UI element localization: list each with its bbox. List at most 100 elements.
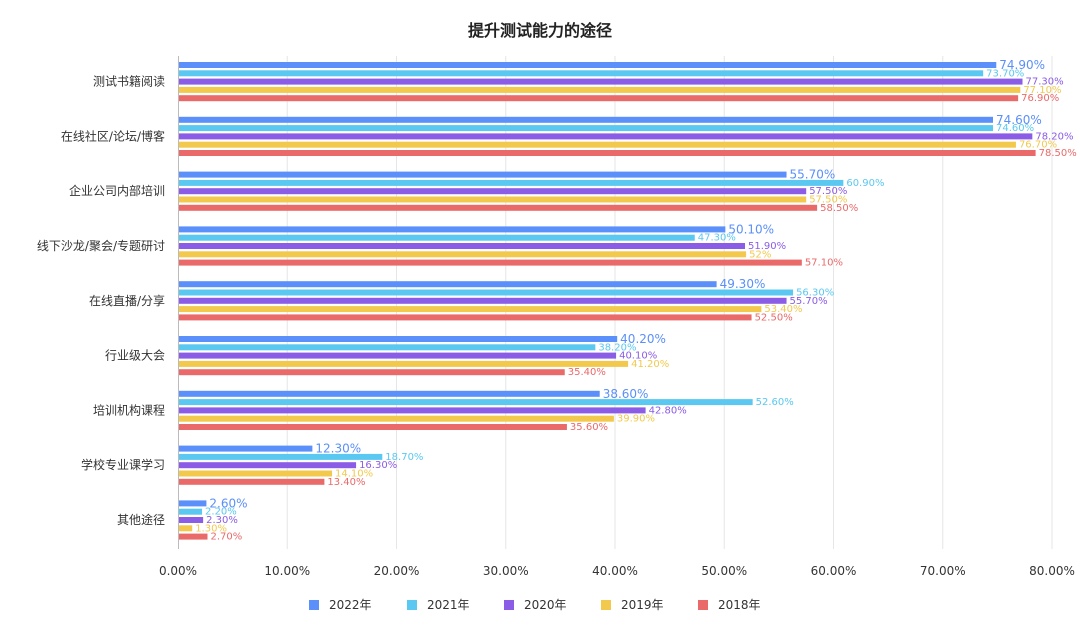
- data-label: 76.70%: [1019, 140, 1057, 151]
- legend: 2022年 2021年 2020年 2019年 2018年: [309, 598, 761, 612]
- data-label: 2.70%: [210, 532, 242, 543]
- data-label: 77.30%: [1026, 77, 1064, 88]
- x-tick-label: 40.00%: [592, 564, 638, 578]
- data-label: 74.60%: [996, 123, 1034, 134]
- data-label: 76.90%: [1021, 93, 1059, 104]
- data-label: 47.30%: [698, 233, 736, 244]
- bar: [178, 508, 203, 515]
- bar: [178, 251, 747, 258]
- data-label: 2.30%: [206, 515, 238, 526]
- x-tick-label: 30.00%: [483, 564, 529, 578]
- data-label: 55.70%: [790, 168, 836, 182]
- bar: [178, 525, 193, 532]
- data-label: 1.30%: [195, 523, 227, 534]
- data-label: 56.30%: [796, 288, 834, 299]
- data-label: 2.60%: [209, 496, 247, 510]
- data-label: 13.40%: [327, 477, 365, 488]
- data-label: 50.10%: [728, 222, 774, 236]
- x-tick-label: 80.00%: [1029, 564, 1075, 578]
- data-label: 42.80%: [649, 405, 687, 416]
- bar: [178, 517, 204, 523]
- data-label: 40.20%: [620, 332, 666, 346]
- data-label: 39.90%: [617, 414, 655, 425]
- bar: [178, 453, 383, 460]
- legend-label: 2021年: [427, 598, 470, 612]
- bar: [178, 306, 762, 313]
- data-label: 2.20%: [205, 507, 237, 518]
- x-tick-label: 0.00%: [159, 564, 197, 578]
- data-label: 38.60%: [603, 387, 649, 401]
- data-label: 58.50%: [820, 203, 858, 214]
- legend-swatch: [698, 600, 708, 610]
- data-label: 51.90%: [748, 241, 786, 252]
- category-label: 线下沙龙/聚会/专题研讨: [37, 238, 165, 253]
- legend-swatch: [601, 600, 611, 610]
- chart-title: 提升测试能力的途径: [468, 21, 612, 40]
- legend-label: 2018年: [718, 598, 761, 612]
- data-label: 12.30%: [315, 442, 361, 456]
- legend-swatch: [309, 600, 319, 610]
- data-label: 41.20%: [631, 359, 669, 370]
- data-label: 35.40%: [568, 367, 606, 378]
- bar: [178, 478, 325, 485]
- bar: [178, 352, 617, 359]
- legend-swatch: [407, 600, 417, 610]
- x-axis-ticks: 0.00% 10.00% 20.00% 30.00% 40.00% 50.00% 60.00…: [159, 564, 1075, 578]
- data-label: 60.90%: [846, 178, 884, 189]
- bar: [178, 78, 1023, 85]
- bar: [178, 133, 1033, 140]
- x-tick-label: 20.00%: [374, 564, 420, 578]
- bar: [178, 407, 646, 414]
- data-label: 38.20%: [598, 342, 636, 353]
- bar: [178, 445, 313, 452]
- bar: [178, 243, 746, 249]
- data-label: 52.50%: [755, 312, 793, 323]
- x-tick-label: 70.00%: [920, 564, 966, 578]
- category-label: 其他途径: [117, 512, 165, 527]
- category-labels: 测试书籍阅读在线社区/论坛/博客企业公司内部培训线下沙龙/聚会/专题研讨在线直播…: [37, 74, 165, 527]
- x-tick-label: 50.00%: [701, 564, 747, 578]
- data-label: 73.70%: [986, 68, 1024, 79]
- data-label: 35.60%: [570, 422, 608, 433]
- bar: [178, 141, 1016, 148]
- bar: [178, 226, 726, 233]
- bar: [178, 360, 629, 367]
- bar: [178, 86, 1021, 93]
- data-label: 57.10%: [805, 258, 843, 269]
- bar-series: [178, 62, 1036, 540]
- data-label: 52%: [749, 249, 771, 260]
- bar: [178, 95, 1019, 102]
- bar: [178, 204, 818, 211]
- data-labels: 74.90%73.70%77.30%77.10%76.90% 74.60%74.6…: [195, 58, 1077, 543]
- category-label: 在线直播/分享: [89, 293, 165, 308]
- bar: [178, 415, 614, 422]
- bar: [178, 390, 600, 397]
- bar: [178, 336, 618, 342]
- bar: [178, 234, 695, 241]
- data-label: 57.50%: [809, 186, 847, 197]
- bar: [178, 62, 997, 68]
- bar: [178, 500, 207, 507]
- data-label: 49.30%: [720, 277, 766, 291]
- bar: [178, 179, 844, 186]
- bar: [178, 196, 807, 203]
- data-label: 74.60%: [996, 113, 1042, 127]
- data-label: 14.10%: [335, 469, 373, 480]
- data-label: 78.50%: [1039, 148, 1077, 159]
- category-label: 学校专业课学习: [81, 457, 165, 472]
- bar: [178, 470, 333, 477]
- data-label: 16.30%: [359, 460, 397, 471]
- bar: [178, 399, 753, 406]
- bar: [178, 344, 596, 351]
- bar: [178, 281, 717, 288]
- data-label: 74.90%: [999, 58, 1045, 72]
- legend-label: 2022年: [329, 598, 372, 612]
- x-tick-label: 60.00%: [811, 564, 857, 578]
- legend-label: 2020年: [524, 598, 567, 612]
- category-label: 企业公司内部培训: [69, 183, 165, 198]
- bar: [178, 369, 565, 376]
- bar: [178, 314, 752, 321]
- category-label: 在线社区/论坛/博客: [61, 128, 165, 143]
- data-label: 57.50%: [809, 195, 847, 206]
